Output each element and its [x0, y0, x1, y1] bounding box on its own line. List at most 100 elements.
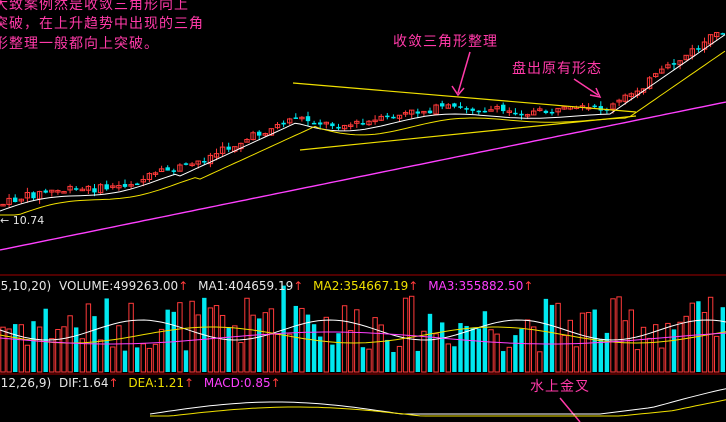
ma2-value: 354667.19	[343, 279, 409, 293]
volume-bar-111	[677, 321, 683, 373]
volume-value: 499263.00	[113, 279, 179, 293]
ma2-arrow: ↑	[408, 279, 419, 293]
dif-label: DIF:	[59, 376, 82, 390]
candle-body-14	[85, 185, 92, 191]
candle-body-66	[402, 112, 409, 115]
ma1-label: MA1:	[198, 279, 229, 293]
candle-body-16	[97, 184, 104, 194]
golden-cross-annotation-arrow	[559, 397, 581, 422]
candle-body-42	[257, 131, 262, 136]
volume-bar-68	[415, 350, 420, 372]
volume-bar-0	[0, 326, 6, 373]
candle-body-53	[323, 121, 330, 125]
triangle-annotation: 收敛三角形整理	[393, 34, 498, 50]
candle-body-9	[55, 190, 61, 193]
candle-body-82	[501, 104, 506, 112]
candle-body-1	[6, 197, 12, 205]
volume-bar-92	[561, 335, 567, 373]
volume-bar-12	[74, 327, 79, 372]
volume-bar-108	[659, 347, 665, 373]
candle-body-24	[146, 173, 153, 181]
volume-bar-23	[140, 343, 147, 373]
volume-bar-70	[427, 313, 433, 372]
volume-bar-74	[452, 346, 457, 372]
candle-body-67	[409, 109, 415, 115]
volume-header: (5,10,20) VOLUME:499263.00↑ MA1:404659.1…	[0, 279, 533, 293]
candle-body-98	[598, 106, 603, 111]
volume-bar-52	[318, 336, 323, 372]
volume-bar-44	[268, 308, 275, 373]
volume-bar-61	[372, 317, 378, 373]
volume-bar-118	[720, 307, 725, 372]
candle-body-18	[110, 185, 116, 188]
price-ma-mid-line	[0, 50, 726, 216]
macd-arrow: ↑	[270, 376, 281, 390]
volume-bar-80	[488, 329, 494, 373]
volume-bar-42	[257, 318, 262, 372]
volume-bar-16	[97, 339, 104, 373]
volume-bar-88	[537, 351, 543, 373]
candle-body-7	[43, 190, 48, 193]
intro-annotation-line-3: 形整理一般都向上突破。	[0, 36, 159, 52]
candle-body-79	[482, 110, 488, 113]
candle-body-37	[226, 146, 231, 150]
dif-value: 1.64	[81, 376, 109, 390]
candle-body-116	[707, 34, 714, 45]
candle-body-45	[274, 124, 281, 129]
candle-body-68	[415, 111, 420, 114]
volume-bar-3	[18, 324, 25, 373]
low-price-marker: ← 10.74	[0, 214, 45, 227]
volume-bar-31	[189, 300, 195, 373]
candle-body-117	[714, 32, 720, 38]
candle-body-23	[140, 179, 147, 183]
volume-bar-26	[158, 328, 165, 373]
volume-bar-55	[336, 333, 341, 372]
candle-body-41	[250, 132, 256, 141]
volume-bar-32	[195, 314, 201, 373]
macd-header: (12,26,9) DIF:1.64↑ DEA:1.21↑ MACD:0.85↑	[0, 376, 281, 390]
candle-body-51	[311, 122, 317, 125]
candle-body-85	[519, 113, 524, 116]
candle-body-77	[470, 108, 475, 111]
candle-body-108	[659, 68, 665, 74]
volume-bar-53	[323, 316, 330, 373]
candle-body-64	[391, 116, 396, 119]
volume-bar-60	[366, 348, 372, 373]
macd-params: (12,26,9)	[0, 376, 52, 390]
volume-bar-48	[293, 305, 298, 372]
candle-body-32	[195, 160, 201, 165]
candle-body-111	[677, 60, 683, 66]
candle-body-8	[49, 189, 55, 193]
volume-bar-57	[348, 329, 354, 373]
volume-bar-107	[653, 324, 659, 373]
macd-label: MACD:	[203, 376, 244, 390]
candle-body-72	[440, 103, 445, 107]
volume-bar-62	[378, 324, 384, 373]
candle-body-63	[385, 115, 390, 118]
volume-ma1-line	[0, 319, 726, 341]
volume-bar-4	[24, 344, 31, 373]
volume-bar-83	[506, 346, 513, 373]
candle-body-91	[555, 107, 561, 113]
volume-bar-37	[226, 327, 231, 372]
candle-body-40	[244, 139, 250, 143]
candle-body-78	[476, 110, 481, 113]
volume-bar-38	[232, 325, 238, 373]
volume-bar-85	[519, 328, 524, 372]
volume-bar-69	[421, 330, 427, 373]
candle-body-107	[653, 73, 659, 78]
candle-body-34	[207, 154, 214, 165]
candle-body-15	[92, 188, 97, 193]
candle-body-105	[640, 88, 647, 93]
volume-bar-115	[701, 311, 708, 373]
volume-bar-94	[573, 346, 580, 373]
volume-bar-22	[135, 347, 140, 372]
candle-body-10	[61, 191, 67, 194]
candle-body-86	[524, 114, 531, 117]
ma2-label: MA2:	[313, 279, 344, 293]
candle-body-90	[549, 111, 555, 114]
candle-body-43	[262, 133, 269, 136]
candle-body-87	[531, 110, 537, 116]
